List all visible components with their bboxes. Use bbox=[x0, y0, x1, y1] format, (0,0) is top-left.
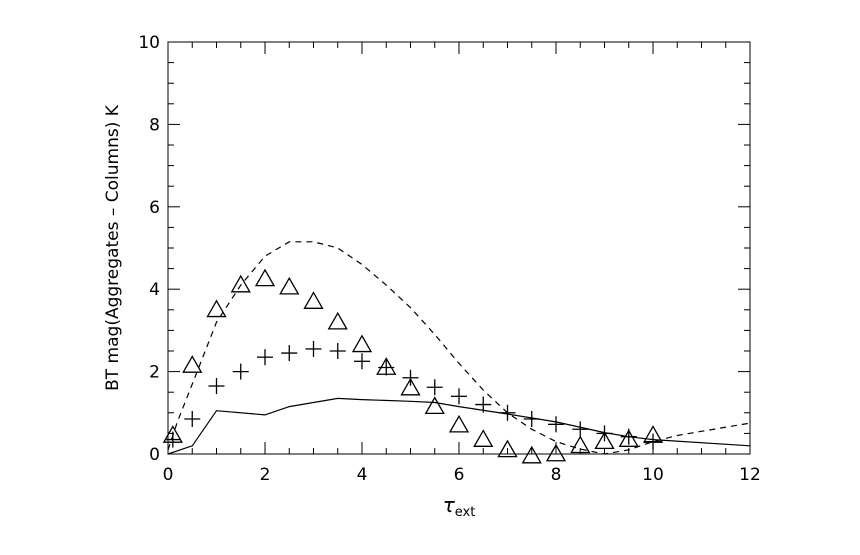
triangle-marker-point bbox=[545, 443, 567, 462]
plus-marker-point bbox=[281, 345, 298, 362]
plus-marker-point bbox=[499, 404, 516, 421]
triangle-marker-point bbox=[497, 439, 518, 458]
y-tick-label: 10 bbox=[138, 33, 160, 53]
triangle-marker-point bbox=[448, 414, 470, 433]
plus-marker-point bbox=[523, 410, 540, 427]
plus-marker-point bbox=[232, 363, 249, 380]
plus-marker-point bbox=[208, 378, 225, 395]
solid-line-series bbox=[167, 397, 751, 455]
plus-marker-point bbox=[305, 340, 322, 357]
x-axis-label: τext bbox=[443, 493, 476, 520]
triangle-marker-point bbox=[642, 425, 664, 443]
plus-marker-point bbox=[164, 431, 181, 448]
triangle-marker-point bbox=[206, 299, 227, 318]
triangle-marker-point bbox=[303, 291, 324, 309]
axis-ticks bbox=[167, 41, 751, 455]
triangle-marker-point bbox=[351, 334, 373, 353]
x-tick-label: 8 bbox=[551, 465, 562, 485]
dashed-line-series bbox=[167, 241, 751, 455]
plus-marker-point bbox=[548, 416, 564, 433]
triangle-marker-point bbox=[279, 276, 300, 295]
x-tick-label: 2 bbox=[260, 465, 271, 485]
series-layer bbox=[162, 241, 751, 464]
triangle-marker-point bbox=[254, 268, 276, 287]
x-axis-label-subscript: ext bbox=[455, 505, 476, 520]
plus-marker-point bbox=[475, 396, 492, 413]
plus-marker-point bbox=[426, 379, 443, 396]
x-tick-label: 6 bbox=[454, 465, 465, 485]
triangle-marker-point bbox=[424, 396, 445, 415]
x-axis-label-symbol: τ bbox=[443, 493, 456, 517]
plus-marker-point bbox=[184, 410, 201, 427]
triangle-marker-point bbox=[230, 274, 251, 293]
triangle-marker-point bbox=[521, 445, 542, 464]
triangle-marker-point bbox=[327, 311, 348, 330]
x-tick-labels: 0 2 4 6 8 10 12 bbox=[163, 465, 761, 485]
x-tick-label: 0 bbox=[163, 465, 174, 485]
y-tick-labels: 0 2 4 6 8 10 bbox=[138, 33, 160, 465]
plus-marker-point bbox=[451, 388, 467, 405]
x-tick-label: 10 bbox=[642, 465, 664, 485]
triangle-marker-point bbox=[618, 429, 639, 447]
x-tick-label: 12 bbox=[739, 465, 761, 485]
y-axis-label: BT mag(Aggregates – Columns) K bbox=[103, 104, 123, 391]
y-tick-label: 2 bbox=[149, 363, 160, 383]
plus-marker-point bbox=[257, 349, 273, 366]
y-tick-label: 6 bbox=[149, 198, 160, 218]
triangle-marker-point bbox=[162, 425, 183, 443]
plus-marker-point bbox=[329, 343, 346, 359]
triangle-marker-point bbox=[594, 431, 615, 450]
y-tick-label: 0 bbox=[149, 445, 160, 465]
plus-marker-point bbox=[572, 421, 589, 438]
triangle-marker-point bbox=[473, 429, 494, 447]
y-tick-label: 4 bbox=[149, 280, 160, 300]
triangle-marker-point bbox=[570, 435, 591, 454]
plus-marker-point bbox=[354, 353, 370, 370]
triangle-marker-point bbox=[400, 377, 421, 396]
triangle-marker-point bbox=[376, 357, 397, 375]
triangle-marker-point bbox=[182, 355, 203, 373]
x-tick-label: 4 bbox=[357, 465, 368, 485]
y-tick-label: 8 bbox=[149, 115, 160, 135]
